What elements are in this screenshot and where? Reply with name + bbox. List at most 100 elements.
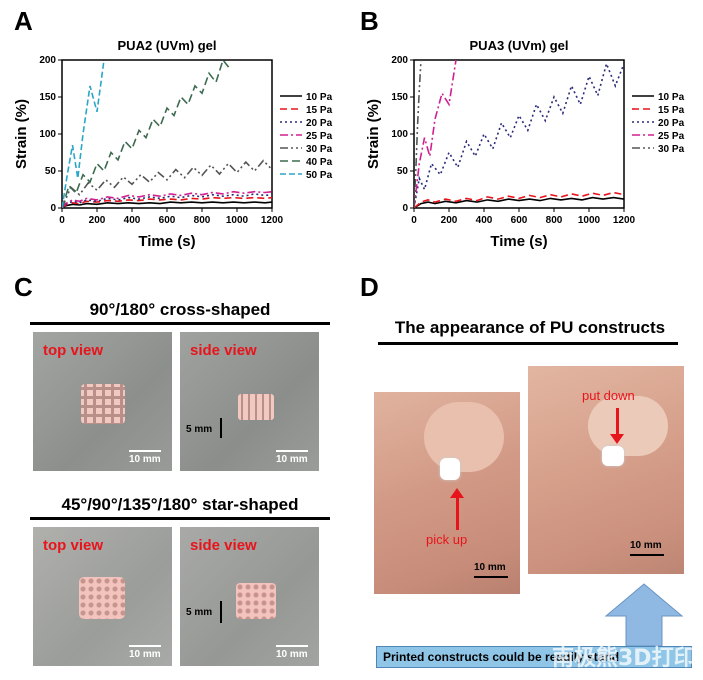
side-view-label: side view — [190, 342, 257, 359]
x-tick-label: 1000 — [578, 215, 601, 226]
star-top-view-photo: top view 10 mm — [33, 527, 172, 666]
y-tick-label: 0 — [50, 203, 56, 214]
x-axis-label: Time (s) — [138, 233, 195, 250]
panel-letter-d: D — [360, 272, 379, 302]
side-view-label: side view — [190, 537, 257, 554]
put-down-label: put down — [582, 388, 635, 403]
legend-label: 30 Pa — [658, 144, 685, 155]
y-axis-label: Strain (%) — [13, 99, 30, 169]
legend-label: 25 Pa — [658, 131, 685, 142]
panel-letter-a: A — [14, 6, 33, 36]
y-tick-label: 150 — [391, 92, 408, 103]
x-tick-label: 800 — [546, 215, 563, 226]
scale-label: 10 mm — [630, 540, 662, 551]
top-view-label: top view — [43, 537, 104, 554]
scale-label: 10 mm — [276, 649, 308, 660]
x-tick-label: 800 — [194, 215, 211, 226]
caption-box: Printed constructs could be readily stan… — [376, 646, 692, 668]
x-tick-label: 1200 — [613, 215, 636, 226]
series-line-20-pa — [62, 193, 272, 208]
y-tick-label: 50 — [45, 166, 57, 177]
scale-bar — [474, 576, 508, 578]
x-tick-label: 0 — [59, 215, 65, 226]
star-side-sample — [236, 583, 276, 619]
red-arrow — [456, 496, 459, 530]
construct-sample — [602, 446, 624, 466]
scale-bar — [276, 450, 308, 452]
series-line-40-pa — [62, 60, 231, 208]
series-line-20-pa — [414, 61, 624, 208]
legend-label: 30 Pa — [306, 144, 333, 155]
series-line-15-pa — [414, 191, 624, 208]
watermark: 南极熊3D打印 — [552, 646, 696, 671]
scale-label: 10 mm — [129, 649, 161, 660]
height-arrow — [220, 418, 222, 438]
scale-bar — [129, 450, 161, 452]
y-tick-label: 200 — [39, 55, 56, 66]
star-grid-sample — [79, 577, 125, 619]
x-tick-label: 600 — [159, 215, 176, 226]
cross-side-view-photo: side view 5 mm 10 mm — [180, 332, 319, 471]
legend-label: 10 Pa — [658, 92, 685, 103]
chart-pua2: PUA2 (UVm) gel 0 200 400 600 800 1000 1200 0 50 10… — [13, 38, 333, 250]
y-tick-label: 100 — [391, 129, 408, 140]
series-line-30-pa — [62, 159, 272, 208]
cross-shaped-rule — [30, 322, 330, 325]
put-down-photo: put down 10 mm — [528, 366, 684, 574]
cross-shaped-title: 90°/180° cross-shaped — [89, 300, 271, 319]
scale-bar — [129, 645, 161, 647]
height-arrow — [220, 601, 222, 623]
star-side-view-photo: side view 5 mm 10 mm — [180, 527, 319, 666]
chart-title: PUA3 (UVm) gel — [470, 38, 569, 53]
y-tick-label: 50 — [397, 166, 409, 177]
cross-top-view-photo: top view 10 mm — [33, 332, 172, 471]
panel-letter-b: B — [360, 6, 379, 36]
series-line-10-pa — [414, 196, 624, 208]
x-tick-label: 1200 — [261, 215, 284, 226]
panel-letter-c: C — [14, 272, 33, 302]
y-axis-label: Strain (%) — [365, 99, 382, 169]
star-shaped-title: 45°/90°/135°/180° star-shaped — [61, 495, 299, 514]
chart-title: PUA2 (UVm) gel — [118, 38, 217, 53]
series-line-15-pa — [62, 196, 272, 208]
plot-frame — [61, 59, 273, 209]
x-tick-label: 400 — [476, 215, 493, 226]
caption-text: Printed constructs could be readily stan… — [383, 650, 620, 664]
up-arrow-icon — [604, 583, 684, 646]
pick-up-photo: pick up 10 mm — [374, 392, 520, 594]
red-arrowhead — [450, 488, 464, 498]
series-line-25-pa — [414, 60, 457, 208]
top-view-label: top view — [43, 342, 104, 359]
star-shaped-rule — [30, 517, 330, 520]
x-tick-label: 0 — [411, 215, 417, 226]
red-arrowhead — [610, 434, 624, 444]
height-label: 5 mm — [186, 424, 213, 435]
scale-label: 10 mm — [129, 454, 161, 465]
x-tick-label: 1000 — [226, 215, 249, 226]
pick-up-label: pick up — [426, 532, 468, 547]
series-line-30-pa — [414, 60, 422, 208]
x-tick-label: 200 — [89, 215, 106, 226]
x-tick-label: 400 — [124, 215, 141, 226]
legend-label: 15 Pa — [306, 105, 333, 116]
legend-label: 10 Pa — [306, 92, 333, 103]
legend-label: 20 Pa — [658, 118, 685, 129]
legend-label: 50 Pa — [306, 170, 333, 181]
series-line-25-pa — [62, 190, 272, 208]
cross-grid-sample — [81, 384, 125, 424]
pu-constructs-title: The appearance of PU constructs — [394, 318, 666, 337]
x-tick-label: 200 — [441, 215, 458, 226]
height-label: 5 mm — [186, 607, 213, 618]
series-line-10-pa — [62, 201, 272, 208]
chart-pua3: PUA3 (UVm) gel 0 200 400 600 800 1000 1200 0 50 10… — [365, 38, 685, 250]
scale-bar — [630, 554, 664, 556]
pu-constructs-rule — [378, 342, 678, 345]
y-tick-label: 150 — [39, 92, 56, 103]
series-line-50-pa — [62, 60, 105, 208]
cross-side-sample — [238, 394, 274, 420]
y-tick-label: 100 — [39, 129, 56, 140]
finger-shape — [424, 402, 504, 472]
legend-label: 25 Pa — [306, 131, 333, 142]
x-tick-label: 600 — [511, 215, 528, 226]
red-arrow — [616, 408, 619, 434]
